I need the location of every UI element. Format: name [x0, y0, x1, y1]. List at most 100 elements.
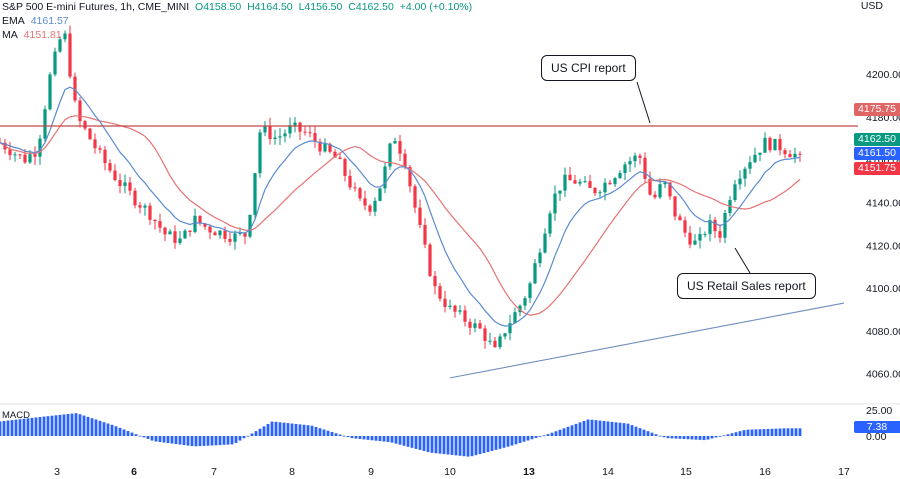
candle-body — [33, 154, 37, 157]
macd-bar — [702, 436, 706, 441]
candle-body — [243, 232, 247, 237]
macd-bar — [138, 435, 142, 437]
candle-body — [208, 226, 212, 233]
candle-body — [128, 182, 132, 191]
candle-body — [578, 181, 582, 184]
macd-bar — [454, 436, 458, 456]
candle-body — [53, 51, 57, 75]
candle-body — [693, 240, 697, 245]
candle-body — [713, 220, 717, 232]
macd-bar — [694, 436, 698, 440]
macd-bar — [278, 422, 282, 436]
candle-body — [178, 238, 182, 243]
ema-price-tag: 4161.50 — [854, 147, 900, 160]
candle-body — [378, 188, 382, 201]
candle-body — [63, 33, 67, 40]
candle-body — [328, 143, 332, 152]
macd-bar — [202, 436, 206, 446]
candle-body — [423, 224, 427, 245]
macd-bar — [310, 425, 314, 436]
macd-bar — [286, 423, 290, 436]
candle-body — [743, 168, 747, 179]
macd-bar — [206, 436, 210, 446]
x-tick-label: 9 — [368, 466, 374, 478]
macd-bar — [82, 415, 86, 436]
macd-bar — [54, 415, 58, 436]
candle-body — [263, 125, 267, 133]
macd-bar — [666, 436, 670, 439]
candle-body — [88, 128, 92, 140]
macd-bar — [558, 429, 562, 436]
macd-bar — [762, 429, 766, 436]
macd-bar — [634, 426, 638, 436]
candle-body — [788, 154, 792, 158]
candle-body — [58, 39, 62, 52]
candle-body — [433, 276, 437, 287]
macd-bar — [186, 436, 190, 446]
candle-body — [158, 221, 162, 228]
macd-bar — [118, 427, 122, 436]
candle-body — [543, 233, 547, 253]
candle-body — [308, 132, 312, 134]
macd-bar — [290, 423, 294, 436]
macd-bar — [238, 436, 242, 441]
macd-bar — [214, 436, 218, 446]
macd-bar — [654, 434, 658, 436]
macd-bar — [622, 423, 626, 436]
candle-body — [38, 138, 42, 157]
macd-bar — [414, 436, 418, 449]
ema-legend[interactable]: EMA 4161.57 — [2, 15, 72, 27]
candle-body — [488, 340, 492, 342]
candle-body — [508, 323, 512, 334]
candle-body — [783, 150, 787, 155]
candle-body — [633, 155, 637, 162]
candle-body — [793, 153, 797, 158]
candle-body — [698, 234, 702, 241]
macd-bar — [734, 432, 738, 436]
x-tick-label: 14 — [602, 466, 614, 478]
candle-body — [373, 200, 377, 212]
candle-body — [248, 214, 252, 237]
candle-body — [358, 188, 362, 199]
candle-body — [558, 190, 562, 194]
macd-bar — [618, 422, 622, 436]
macd-bar — [66, 414, 70, 436]
ohlc-high: H4164.50 — [247, 1, 293, 13]
candle-body — [223, 230, 227, 239]
macd-bar — [514, 436, 518, 445]
macd-bar — [570, 425, 574, 436]
macd-bar — [682, 436, 686, 440]
macd-bar — [478, 436, 482, 455]
macd-bar — [218, 436, 222, 446]
x-tick-label: 17 — [838, 466, 850, 478]
candle-body — [48, 74, 52, 110]
candle-body — [498, 336, 502, 348]
macd-bar — [38, 416, 42, 436]
macd-bar — [794, 428, 798, 436]
candle-body — [758, 152, 762, 155]
macd-bar — [658, 435, 662, 437]
candle-body — [438, 286, 442, 299]
macd-bar — [550, 432, 554, 436]
macd-bar — [154, 436, 158, 442]
candle-body — [113, 170, 117, 181]
ma-legend[interactable]: MA 4151.81 — [2, 29, 65, 41]
x-tick-label: 16 — [759, 466, 771, 478]
candle-body — [503, 333, 507, 337]
macd-bar — [234, 436, 238, 443]
macd-bar — [386, 436, 390, 442]
ema-value: 4161.57 — [30, 15, 69, 27]
candle-body — [573, 180, 577, 184]
macd-bar — [606, 421, 610, 436]
candle-body — [453, 305, 457, 312]
candle-body — [73, 76, 77, 101]
macd-bar — [130, 432, 134, 436]
macd-bar — [450, 436, 454, 455]
macd-bar — [406, 436, 410, 447]
candle-body — [203, 223, 207, 227]
macd-bar — [626, 423, 630, 436]
macd-legend[interactable]: MACD — [2, 410, 33, 421]
candle-body — [23, 154, 27, 163]
candle-body — [18, 154, 22, 156]
